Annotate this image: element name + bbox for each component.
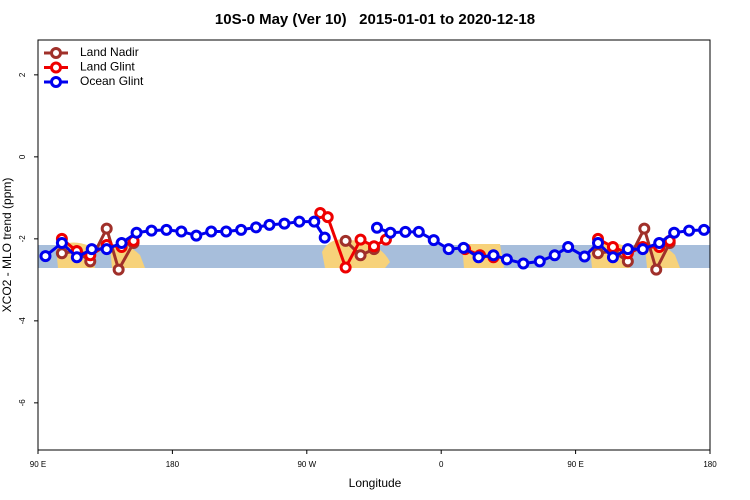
data-point <box>354 233 367 246</box>
x-tick-label: 180 <box>703 460 717 469</box>
x-tick-label: 0 <box>439 460 444 469</box>
data-point <box>653 236 666 249</box>
legend-marker <box>50 61 62 74</box>
legend-label: Land Glint <box>80 60 135 74</box>
data-point <box>500 253 513 266</box>
legend-label: Land Nadir <box>80 45 139 59</box>
data-point <box>354 249 367 262</box>
data-point <box>472 251 485 264</box>
data-point <box>100 222 113 235</box>
data-point <box>517 257 530 270</box>
x-axis-label: Longitude <box>349 476 402 490</box>
data-point <box>39 250 52 263</box>
data-point <box>339 234 352 247</box>
data-point <box>112 263 125 276</box>
data-point <box>548 249 561 262</box>
legend-marker <box>50 47 62 59</box>
data-point <box>85 243 98 256</box>
data-point <box>698 223 711 236</box>
x-tick-label: 180 <box>166 460 180 469</box>
data-point <box>321 211 334 224</box>
y-tick-label: -6 <box>18 399 27 407</box>
data-point <box>55 247 68 260</box>
data-point <box>457 241 470 254</box>
y-tick-label: 0 <box>18 154 27 159</box>
data-point <box>293 215 306 228</box>
data-point <box>650 263 663 276</box>
data-point <box>638 222 651 235</box>
data-point <box>636 243 649 256</box>
data-point <box>263 218 276 231</box>
data-point <box>606 241 619 254</box>
chart-title: 10S-0 May (Ver 10) 2015-01-01 to 2020-12… <box>215 11 535 28</box>
data-point <box>370 221 383 234</box>
y-axis-label: XCO2 - MLO trend (ppm) <box>0 178 14 313</box>
data-point <box>606 251 619 264</box>
data-point <box>368 240 380 253</box>
data-point <box>427 234 440 247</box>
data-point <box>250 221 263 234</box>
data-point <box>487 249 500 262</box>
data-point <box>621 243 634 256</box>
data-point <box>399 225 412 238</box>
data-point <box>384 226 397 239</box>
data-point <box>592 236 604 249</box>
data-point <box>145 224 158 237</box>
x-tick-label: 90 E <box>567 460 583 469</box>
data-point <box>160 223 173 236</box>
data-point <box>220 225 233 238</box>
data-point <box>668 226 681 239</box>
data-point <box>130 226 143 239</box>
data-point <box>339 261 352 274</box>
data-point <box>308 215 321 228</box>
legend-label: Ocean Glint <box>80 74 144 88</box>
data-point <box>683 224 696 237</box>
data-point <box>562 241 575 254</box>
data-point <box>235 223 248 236</box>
data-point <box>55 236 68 249</box>
y-tick-label: -2 <box>18 235 27 243</box>
y-tick-label: -4 <box>18 317 27 325</box>
data-point <box>190 229 203 242</box>
y-tick-label: 2 <box>18 72 27 77</box>
data-point <box>100 243 113 256</box>
data-point <box>115 236 128 249</box>
x-tick-label: 90 E <box>30 460 46 469</box>
data-point <box>578 250 591 263</box>
data-point <box>205 225 218 238</box>
legend-marker <box>50 76 62 88</box>
data-point <box>592 247 604 260</box>
data-point <box>442 243 455 256</box>
plot-frame <box>37 39 711 451</box>
x-tick-label: 90 W <box>297 460 316 469</box>
data-point <box>412 225 425 238</box>
data-point <box>318 231 331 244</box>
data-point <box>278 217 291 230</box>
data-point <box>533 255 546 268</box>
data-point <box>175 225 188 238</box>
data-point <box>70 251 83 264</box>
